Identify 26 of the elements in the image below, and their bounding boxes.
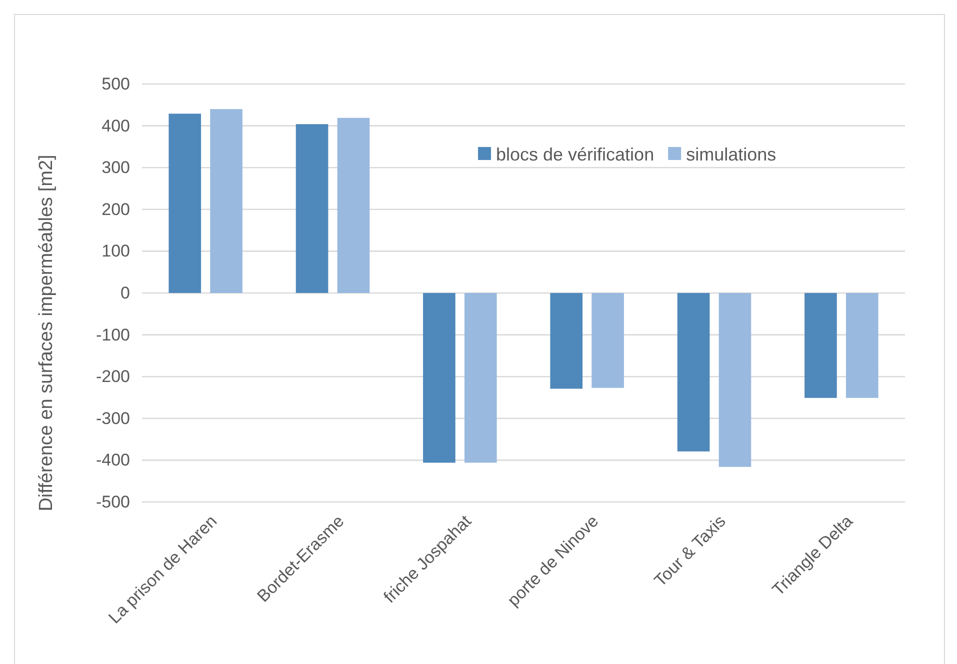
bar: [550, 293, 583, 389]
bar: [464, 293, 497, 463]
bar: [804, 293, 837, 398]
bar: [423, 293, 456, 463]
bar: [337, 118, 370, 293]
bar: [592, 293, 624, 388]
y-tick-label: -400: [96, 450, 130, 470]
bar: [296, 124, 328, 293]
y-tick-label: -300: [96, 408, 130, 428]
y-tick-label: 0: [120, 283, 130, 302]
y-tick-label: 200: [102, 200, 130, 219]
y-tick-label: -100: [96, 325, 130, 344]
y-tick-label: -500: [96, 492, 130, 512]
y-tick-label: 400: [102, 116, 130, 136]
bar: [210, 109, 242, 293]
bar: [846, 293, 878, 398]
legend-label: blocs de vérification: [496, 144, 654, 164]
y-tick-label: -200: [96, 367, 130, 386]
bar: [168, 114, 202, 293]
y-axis-title: Différence en surfaces imperméables [m2]: [36, 154, 57, 512]
bar: [718, 293, 752, 467]
legend-label: simulations: [686, 144, 776, 164]
y-tick-label: 300: [102, 158, 130, 178]
y-tick-label: 100: [102, 242, 130, 261]
bar: [677, 293, 710, 452]
y-tick-label: 500: [102, 74, 130, 94]
